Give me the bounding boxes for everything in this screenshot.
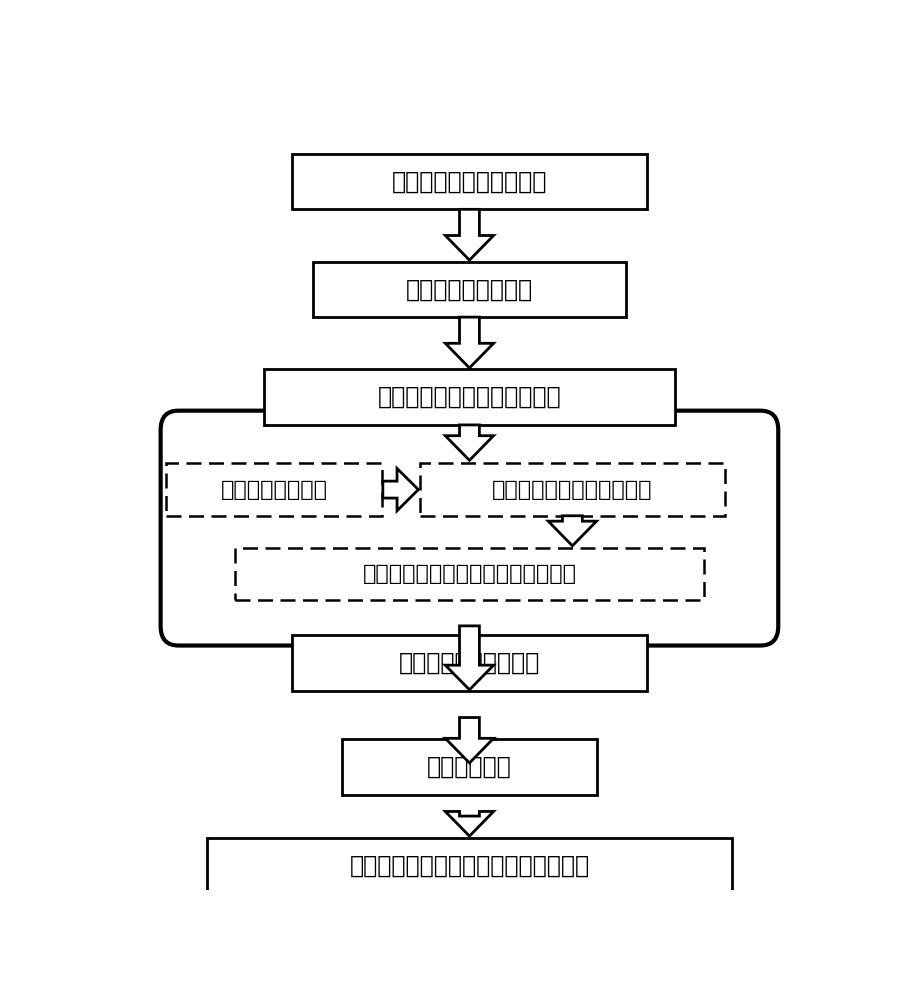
Text: 不同霉变时间的小麦样本: 不同霉变时间的小麦样本 xyxy=(392,170,547,194)
Text: 筛选小麦霉变标志物: 筛选小麦霉变标志物 xyxy=(406,277,533,301)
Polygon shape xyxy=(383,468,419,511)
Polygon shape xyxy=(445,209,494,260)
Polygon shape xyxy=(445,626,494,690)
Text: 色敏材料与纳米微球的聚合: 色敏材料与纳米微球的聚合 xyxy=(492,480,652,500)
Text: 霉变标志物敏感色敏材料选取: 霉变标志物敏感色敏材料选取 xyxy=(377,385,562,409)
Text: 纳米色敏传感器检测的信号增强研究: 纳米色敏传感器检测的信号增强研究 xyxy=(363,564,576,584)
Text: 合成纳米球分散体: 合成纳米球分散体 xyxy=(221,480,328,500)
FancyBboxPatch shape xyxy=(166,463,383,516)
FancyBboxPatch shape xyxy=(207,838,732,893)
Text: 提取特征变量: 提取特征变量 xyxy=(427,755,512,779)
Polygon shape xyxy=(549,516,596,546)
Polygon shape xyxy=(445,317,494,368)
Text: 制作纳米化色敏传感器: 制作纳米化色敏传感器 xyxy=(398,651,540,675)
FancyBboxPatch shape xyxy=(235,548,703,600)
FancyBboxPatch shape xyxy=(160,411,779,646)
FancyBboxPatch shape xyxy=(420,463,725,516)
Polygon shape xyxy=(445,718,494,763)
FancyBboxPatch shape xyxy=(313,262,626,317)
FancyBboxPatch shape xyxy=(292,154,647,209)
FancyBboxPatch shape xyxy=(342,739,597,795)
FancyBboxPatch shape xyxy=(292,635,647,691)
Polygon shape xyxy=(445,425,494,460)
FancyBboxPatch shape xyxy=(264,369,675,425)
Polygon shape xyxy=(445,811,494,836)
Text: 建立小麦不同霉变时间与传感器的模型: 建立小麦不同霉变时间与传感器的模型 xyxy=(349,853,590,877)
